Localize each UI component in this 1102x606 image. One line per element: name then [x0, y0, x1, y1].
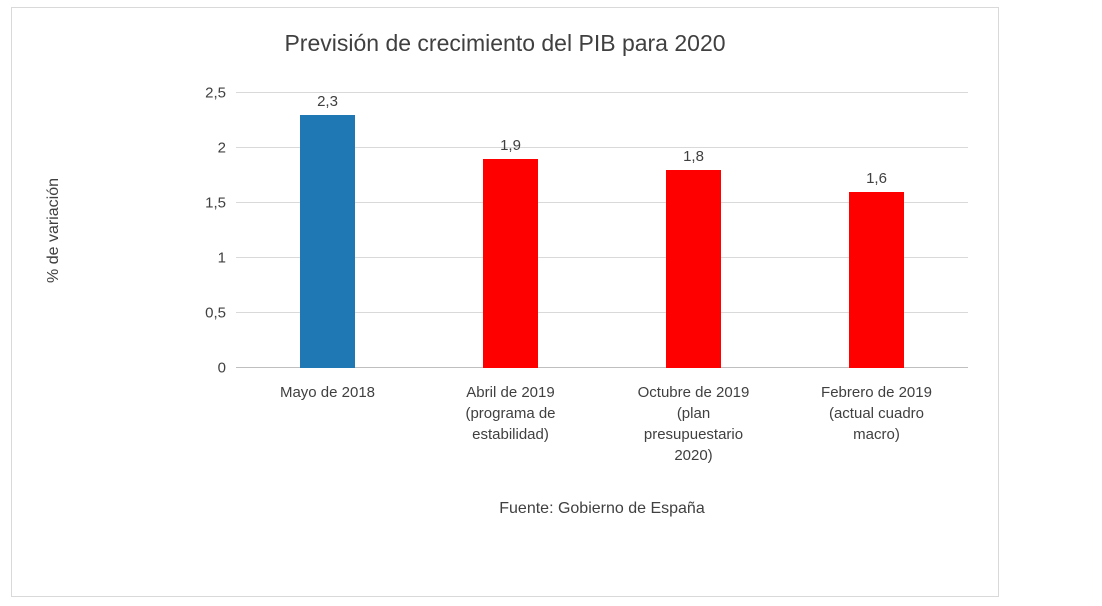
- gridline: [236, 202, 968, 203]
- bar-value-label: 1,6: [866, 170, 887, 187]
- y-tick-label: 2,5: [205, 84, 226, 102]
- gridline: [236, 312, 968, 313]
- bar: [483, 159, 538, 368]
- y-tick-label: 1,5: [205, 194, 226, 212]
- category-label-line: (actual cuadro: [828, 405, 925, 422]
- bar-column: 1,8: [602, 93, 785, 368]
- category-label-line: (programa de: [465, 405, 556, 422]
- category-label-line: (plan: [676, 405, 711, 422]
- category-label-line: estabilidad): [472, 426, 549, 443]
- category-label: Abril de 2019 (programa de estabilidad): [419, 382, 602, 494]
- chart-container: Previsión de crecimiento del PIB para 20…: [11, 7, 999, 597]
- category-label-line: Febrero de 2019: [821, 384, 932, 401]
- y-tick-label: 0,5: [205, 304, 226, 322]
- category-label: Mayo de 2018: [236, 382, 419, 494]
- y-tick-column: 0 0,5 1 1,5 2 2,5: [96, 85, 236, 377]
- category-label: Febrero de 2019 (actual cuadro macro): [785, 382, 968, 494]
- category-label-line: 2020): [674, 447, 713, 464]
- y-axis-title: % de variación: [45, 178, 62, 283]
- category-label-line: Mayo de 2018: [279, 384, 376, 401]
- y-tick-label: 2: [217, 139, 226, 157]
- plot-area: 2,3 1,9 1,8 1,6: [236, 92, 968, 368]
- y-tick-label: 1: [217, 249, 226, 267]
- bar-value-label: 2,3: [317, 93, 338, 110]
- chart-main: % de variación 0 0,5 1 1,5 2 2,5 2,3 1,9 1,8 1,6: [12, 85, 998, 377]
- category-label-line: Abril de 2019: [466, 384, 555, 401]
- source-note: Fuente: Gobierno de España: [499, 500, 705, 517]
- bar-value-label: 1,8: [683, 148, 704, 165]
- category-label-line: macro): [853, 426, 900, 443]
- x-axis-line: [236, 367, 968, 368]
- y-tick-label: 0: [217, 359, 226, 377]
- category-label: Octubre de 2019 (plan presupuestario 2020): [602, 382, 785, 494]
- category-label-line: Octubre de 2019: [637, 384, 750, 401]
- bar-value-label: 1,9: [500, 137, 521, 154]
- gridline: [236, 147, 968, 148]
- bar-column: 1,9: [419, 93, 602, 368]
- y-axis-title-column: % de variación: [12, 93, 96, 368]
- bar: [666, 170, 721, 368]
- x-axis-labels: Mayo de 2018 Abril de 2019 (programa de est…: [236, 382, 968, 494]
- bar-column: 2,3: [236, 93, 419, 368]
- gridline: [236, 92, 968, 93]
- chart-title: Previsión de crecimiento del PIB para 20…: [284, 30, 726, 56]
- bars-layer: 2,3 1,9 1,8 1,6: [236, 93, 968, 368]
- bar-column: 1,6: [785, 93, 968, 368]
- bar: [849, 192, 904, 368]
- category-label-line: presupuestario: [643, 426, 744, 443]
- gridline: [236, 257, 968, 258]
- bar: [300, 115, 355, 368]
